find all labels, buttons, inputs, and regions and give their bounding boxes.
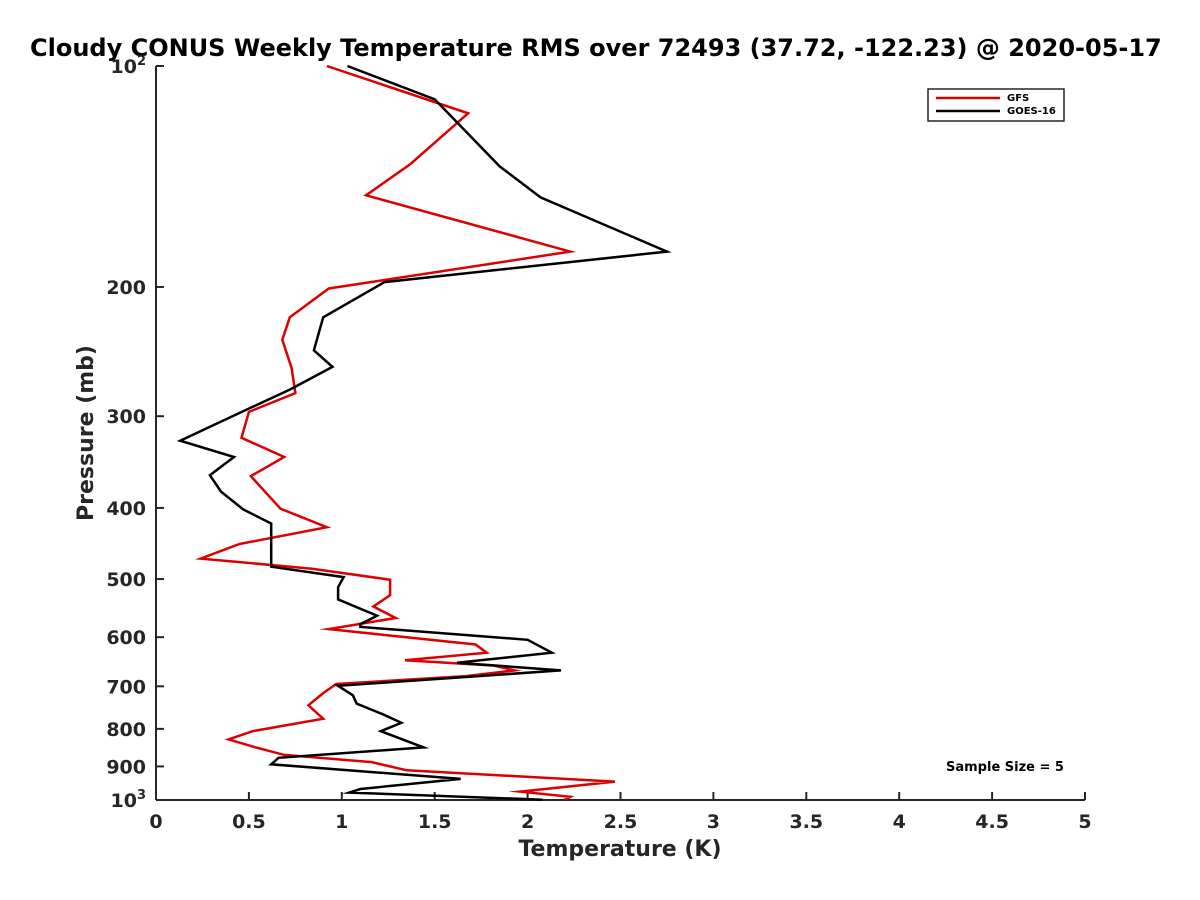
x-tick-label: 3 — [707, 811, 720, 833]
y-tick-base: 10 — [111, 56, 137, 78]
x-tick-label: 0 — [149, 811, 162, 833]
x-tick-label: 2.5 — [604, 811, 638, 833]
y-axis-label: Pressure (mb) — [74, 345, 99, 521]
x-tick-label: 1 — [335, 811, 348, 833]
y-tick-label: 500 — [106, 569, 146, 591]
x-tick-label: 0.5 — [232, 811, 266, 833]
x-tick-label: 5 — [1078, 811, 1091, 833]
y-tick-label: 700 — [106, 676, 146, 698]
sample-size-annotation: Sample Size = 5 — [946, 760, 1064, 775]
y-tick-label: 400 — [106, 498, 146, 520]
series-line-goes16 — [176, 64, 672, 801]
x-tick-label: 4.5 — [975, 811, 1009, 833]
chart-title: Cloudy CONUS Weekly Temperature RMS over… — [30, 34, 1162, 62]
y-tick-label: 103 — [111, 788, 147, 812]
plot-area: 0 0.5 1 1.5 2 2.5 3 3.5 4 4.5 5 102200300400500600… — [106, 54, 1091, 833]
y-tick-label: 800 — [106, 719, 146, 741]
x-tick-label: 3.5 — [789, 811, 823, 833]
y-tick-label: 900 — [106, 756, 146, 778]
series-layer — [176, 64, 672, 801]
legend-label-goes16: GOES-16 — [1007, 106, 1056, 117]
y-tick-label: 200 — [106, 277, 146, 299]
y-tick-label: 102 — [111, 54, 147, 78]
legend-box — [927, 88, 1065, 122]
legend-label-gfs: GFS — [1007, 93, 1029, 104]
x-tick-label: 2 — [521, 811, 534, 833]
x-axis-label: Temperature (K) — [518, 837, 721, 862]
x-tick-label: 4 — [893, 811, 906, 833]
y-tick-label: 600 — [106, 627, 146, 649]
series-line-gfs — [195, 64, 616, 801]
y-tick-exponent: 3 — [137, 788, 146, 803]
legend: GFS GOES-16 — [927, 88, 1065, 122]
x-ticks: 0 0.5 1 1.5 2 2.5 3 3.5 4 4.5 5 — [149, 792, 1092, 833]
y-tick-exponent: 2 — [137, 54, 146, 69]
y-tick-base: 10 — [111, 790, 137, 812]
y-tick-label: 300 — [106, 406, 146, 428]
x-tick-label: 1.5 — [418, 811, 452, 833]
